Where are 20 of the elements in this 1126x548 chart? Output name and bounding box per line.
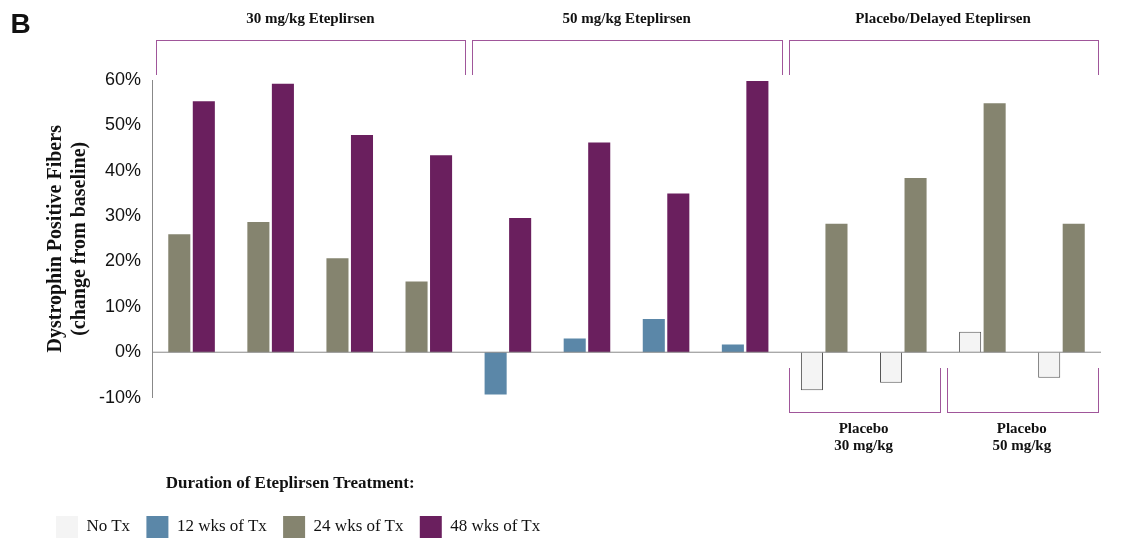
- legend-label: No Tx: [86, 516, 131, 536]
- text: Placebo 30 mg/kg: [834, 419, 894, 454]
- legend-title: Duration of Eteplirsen Treatment:: [165, 473, 415, 493]
- y-tick-label: 0%: [115, 341, 142, 362]
- text: Placebo 50 mg/kg: [992, 419, 1052, 454]
- y-tick-label: 40%: [104, 159, 142, 180]
- legend-label: 12 wks of Tx: [176, 516, 268, 536]
- y-tick-label: 30%: [104, 205, 142, 226]
- y-tick-label: 20%: [104, 250, 142, 271]
- text: 30 mg/kg Eteplirsen: [246, 10, 375, 27]
- y-tick-label: 60%: [104, 68, 142, 89]
- y-tick-label: -10%: [98, 386, 142, 407]
- y-tick-label: 50%: [104, 114, 142, 135]
- text: Placebo/Delayed Eteplirsen: [855, 10, 1031, 27]
- y-axis-title: Dystrophin Positive Fibers (change from baseline): [43, 124, 91, 353]
- text: 50 mg/kg Eteplirsen: [562, 10, 691, 27]
- y-tick-label: 10%: [104, 295, 142, 316]
- text: B: [10, 8, 31, 40]
- legend-label: 24 wks of Tx: [313, 516, 404, 536]
- legend-label: 48 wks of Tx: [450, 516, 541, 536]
